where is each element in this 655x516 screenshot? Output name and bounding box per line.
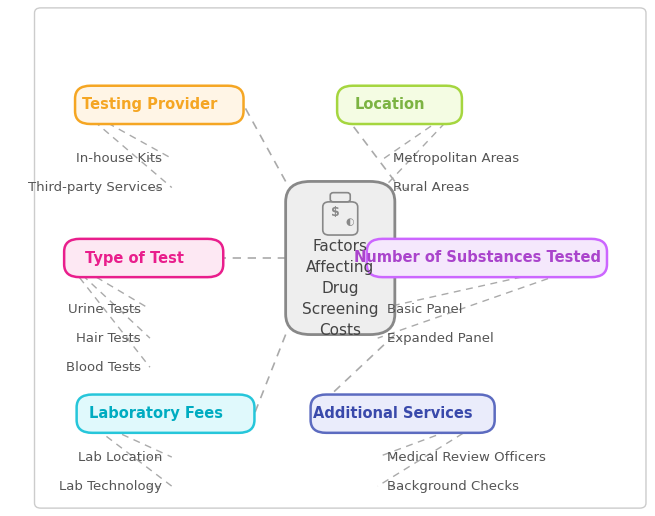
Text: Testing Provider: Testing Provider xyxy=(83,98,217,112)
Text: Lab Location: Lab Location xyxy=(78,450,162,463)
Text: Number of Substances Tested: Number of Substances Tested xyxy=(354,250,601,266)
FancyBboxPatch shape xyxy=(77,395,254,433)
Text: Hair Tests: Hair Tests xyxy=(76,332,141,345)
FancyBboxPatch shape xyxy=(337,86,462,124)
Text: Expanded Panel: Expanded Panel xyxy=(387,332,494,345)
FancyBboxPatch shape xyxy=(367,239,607,277)
Text: Location: Location xyxy=(355,98,425,112)
Text: Metropolitan Areas: Metropolitan Areas xyxy=(393,152,519,165)
Text: Rural Areas: Rural Areas xyxy=(393,181,470,194)
Text: Laboratory Fees: Laboratory Fees xyxy=(89,406,223,421)
FancyBboxPatch shape xyxy=(64,239,223,277)
Text: ◐: ◐ xyxy=(345,217,354,227)
Text: Additional Services: Additional Services xyxy=(314,406,473,421)
FancyBboxPatch shape xyxy=(75,86,244,124)
Text: Blood Tests: Blood Tests xyxy=(66,361,141,374)
Text: Third-party Services: Third-party Services xyxy=(28,181,162,194)
Text: Type of Test: Type of Test xyxy=(85,250,184,266)
Text: Basic Panel: Basic Panel xyxy=(387,302,462,316)
Text: Urine Tests: Urine Tests xyxy=(67,302,141,316)
Text: $: $ xyxy=(331,205,340,219)
FancyBboxPatch shape xyxy=(310,395,495,433)
FancyBboxPatch shape xyxy=(286,182,395,334)
Text: Medical Review Officers: Medical Review Officers xyxy=(387,450,546,463)
Text: In-house Kits: In-house Kits xyxy=(77,152,162,165)
Text: Background Checks: Background Checks xyxy=(387,480,519,493)
Text: Lab Technology: Lab Technology xyxy=(60,480,162,493)
Text: Factors
Affecting
Drug
Screening
Costs: Factors Affecting Drug Screening Costs xyxy=(302,239,379,338)
